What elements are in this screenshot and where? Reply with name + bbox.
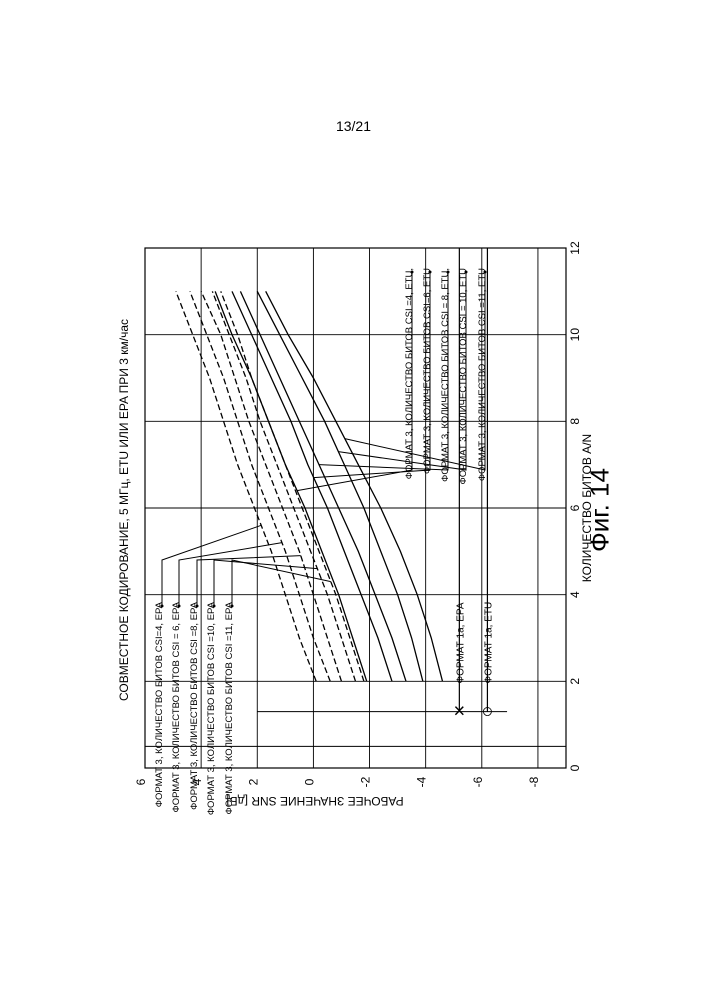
leader-dot [411,271,414,274]
y-tick-label: 2 [246,778,260,785]
x-tick-label: 10 [568,328,582,342]
leader-dot [447,271,450,274]
series-labels: ФОРМАТ 3, КОЛИЧЕСТВО БИТОВ CSI=4, EPA ФОР… [154,268,488,815]
series-label: ФОРМАТ 3, КОЛИЧЕСТВО БИТОВ CSI = 6, EPA [171,601,182,812]
y-axis-label: РАБОЧЕЕ ЗНАЧЕНИЕ SNR [дБ] [226,794,403,808]
leader-dot [213,605,216,608]
x-tick-label: 4 [568,591,582,598]
series-label: ФОРМАТ 3, КОЛИЧЕСТВО БИТОВ CSI=6, ETU [422,268,433,474]
y-tick-label: -8 [527,776,541,787]
x-tick-label: 8 [568,418,582,425]
figure-caption: Фиг. 14 [585,468,616,552]
series-label: ФОРМАТ 3, КОЛИЧЕСТВО БИТОВ CSI =4, ETU, [404,268,415,479]
series-label: ФОРМАТ 3, КОЛИЧЕСТВО БИТОВ CSI = 8, ETU, [440,268,451,482]
leader-dot [161,605,164,608]
series-line-6 [215,291,367,681]
series-line-9 [257,291,423,681]
y-tick-label: -2 [359,776,373,787]
x-tick-label: 2 [568,678,582,685]
leader-dot [429,271,432,274]
series-line-7 [232,291,392,681]
series-label: ФОРМАТ 3, КОЛИЧЕСТВО БИТОВ CSI = 10, ETU [458,268,469,485]
leader-line [179,543,282,606]
series-line-5 [221,291,364,681]
leader-line [162,525,261,606]
y-tick-label: 6 [134,778,148,785]
leader-dot [231,605,234,608]
y-tick-label: -4 [415,776,429,787]
y-tick-label: -6 [471,776,485,787]
x-tick-label: 12 [568,241,582,255]
series-label: ФОРМАТ 3, КОЛИЧЕСТВО БИТОВ CSI=4, EPA [154,601,165,807]
leader-dot [484,271,487,274]
leader-dot [465,271,468,274]
series-label: ФОРМАТ 3, КОЛИЧЕСТВО БИТОВ CSI =8, EPA [189,601,200,810]
reference-label: ФОРМАТ 1а, ETU [483,602,494,684]
reference-label: ФОРМАТ 1а, EPA [455,602,466,683]
series-label: ФОРМАТ 3, КОЛИЧЕСТВО БИТОВ CSI =11, EPA [224,601,235,814]
y-tick-label: 0 [302,778,316,785]
leader-dot [196,605,199,608]
leader-dot [178,605,181,608]
series-label: ФОРМАТ 3, КОЛИЧЕСТВО БИТОВ CSI =10, EPA [206,601,217,815]
chart-title: СОВМЕСТНОЕ КОДИРОВАНИЕ, 5 МГц, ETU ИЛИ E… [117,319,131,701]
x-tick-label: 0 [568,764,582,771]
series-label: ФОРМАТ 3, КОЛИЧЕСТВО БИТОВ CSI =11, ETU [477,268,488,481]
